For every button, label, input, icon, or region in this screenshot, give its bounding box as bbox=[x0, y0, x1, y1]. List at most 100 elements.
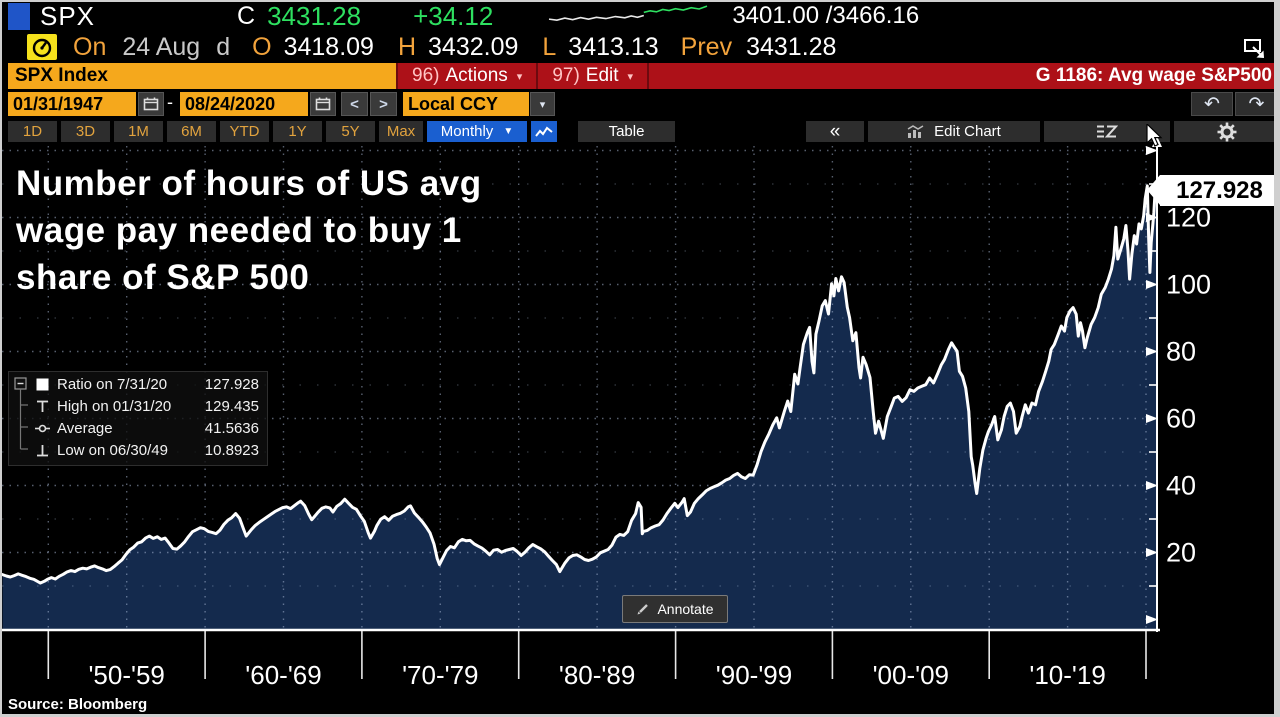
caret-down-icon: ▼ bbox=[503, 126, 514, 137]
high-label: H bbox=[397, 32, 417, 61]
y-tick-label: 40 bbox=[1166, 471, 1196, 501]
date-to-field[interactable]: 08/24/2020 bbox=[180, 92, 308, 116]
y-tick-label: 20 bbox=[1166, 538, 1196, 568]
period-ytd-button[interactable]: YTD bbox=[220, 121, 269, 142]
annotate-button[interactable]: Annotate bbox=[622, 595, 728, 623]
day-range: 3401.00 /3466.16 bbox=[732, 2, 920, 29]
currency-select[interactable]: Local CCY bbox=[403, 92, 529, 116]
chart-tools-icon bbox=[1097, 125, 1118, 138]
undo-icon: ↶ bbox=[1204, 93, 1220, 115]
open-value: 3418.09 bbox=[283, 32, 374, 61]
low-label: L bbox=[542, 32, 557, 61]
y-major-tick bbox=[1146, 280, 1158, 289]
y-tick-label: 60 bbox=[1166, 404, 1196, 434]
high-value: 3432.09 bbox=[428, 32, 519, 61]
caret-down-icon: ▾ bbox=[627, 70, 634, 83]
y-tick-label: 120 bbox=[1166, 203, 1211, 233]
undo-button[interactable]: ↶ bbox=[1191, 92, 1233, 116]
mouse-cursor bbox=[1146, 124, 1163, 147]
price-chart-plot[interactable]: 20 40 60 80 100 120 '50-'59 '60-'69 '70-'79 '80-'… bbox=[0, 134, 1280, 706]
period-1y-button[interactable]: 1Y bbox=[273, 121, 322, 142]
session-header: On 24 Aug d O 3418.09 H 3432.09 L 3413.1… bbox=[0, 32, 1280, 62]
period-5y-button[interactable]: 5Y bbox=[326, 121, 375, 142]
period-3d-button[interactable]: 3D bbox=[61, 121, 110, 142]
step-forward-button[interactable]: > bbox=[370, 92, 397, 116]
area-fill bbox=[2, 185, 1157, 630]
gauge-icon[interactable] bbox=[27, 34, 57, 60]
chevron-right-icon: > bbox=[379, 95, 388, 113]
last-price-tag: 127.928 bbox=[1147, 175, 1279, 206]
on-label: On bbox=[73, 32, 107, 61]
pencil-icon bbox=[637, 604, 649, 615]
y-major-tick bbox=[1146, 481, 1158, 490]
y-major-tick bbox=[1146, 615, 1158, 624]
y-major-tick bbox=[1146, 347, 1158, 356]
command-bar: 96) Actions ▾ 97) Edit ▾ G 1186: Avg wag… bbox=[396, 63, 1280, 89]
actions-menu-button[interactable]: 96) Actions ▾ bbox=[396, 63, 539, 89]
period-1d-button[interactable]: 1D bbox=[8, 121, 57, 142]
date-from-field[interactable]: 01/31/1947 bbox=[8, 92, 136, 116]
y-major-tick bbox=[1146, 548, 1158, 557]
security-input[interactable]: SPX Index bbox=[8, 63, 396, 89]
caret-down-icon: ▾ bbox=[516, 70, 523, 83]
period-max-button[interactable]: Max bbox=[379, 121, 423, 142]
x-tick-label: '90-'99 bbox=[716, 660, 792, 690]
average-marker-icon bbox=[33, 422, 51, 435]
x-tick-label: '80-'89 bbox=[559, 660, 635, 690]
period-6m-button[interactable]: 6M bbox=[167, 121, 216, 142]
line-chart-type-button[interactable] bbox=[531, 121, 557, 142]
legend-item-last[interactable]: Ratio on 7/31/20 127.928 bbox=[9, 373, 267, 395]
y-tick-label: 80 bbox=[1166, 337, 1196, 367]
prev-value: 3431.28 bbox=[746, 32, 837, 61]
legend-tree-lines bbox=[14, 377, 28, 450]
chart-legend[interactable]: Ratio on 7/31/20 127.928 High on 01/31/2… bbox=[8, 371, 268, 466]
security-color-swatch bbox=[8, 2, 30, 30]
chart-annotation-title: Number of hours of US avg wage pay neede… bbox=[16, 164, 482, 297]
low-marker-icon bbox=[33, 444, 51, 457]
restore-window-icon[interactable] bbox=[1242, 36, 1268, 62]
low-value: 3413.13 bbox=[568, 32, 659, 61]
double-chevron-left-icon: « bbox=[829, 120, 841, 142]
frequency-dropdown[interactable]: Monthly ▼ bbox=[427, 121, 527, 142]
line-chart-icon bbox=[535, 126, 553, 137]
intraday-sparkline bbox=[549, 5, 708, 21]
chart-tools-button[interactable] bbox=[1044, 121, 1170, 142]
quote-header: SPX C 3431.28 +34.12 3401.00 /3466.16 bbox=[0, 0, 1280, 32]
last-marker-icon bbox=[33, 378, 51, 391]
x-tick-label: '60-'69 bbox=[245, 660, 321, 690]
prev-label: Prev bbox=[680, 32, 733, 61]
legend-item-high[interactable]: High on 01/31/20 129.435 bbox=[9, 395, 267, 417]
step-back-button[interactable]: < bbox=[341, 92, 368, 116]
edit-chart-button[interactable]: Edit Chart bbox=[868, 121, 1040, 142]
close-value: 3431.28 bbox=[267, 0, 362, 31]
chart-toolbar: 1D 3D 1M 6M YTD 1Y 5Y Max Monthly ▼ Tabl… bbox=[0, 120, 1280, 143]
close-label: C bbox=[237, 1, 256, 30]
period-1m-button[interactable]: 1M bbox=[114, 121, 163, 142]
caret-down-icon: ▾ bbox=[539, 98, 546, 111]
session-date: 24 Aug bbox=[122, 32, 201, 61]
legend-item-average[interactable]: Average 41.5636 bbox=[9, 417, 267, 439]
price-line bbox=[1, 184, 1158, 585]
y-major-tick bbox=[1146, 414, 1158, 423]
y-major-tick bbox=[1146, 146, 1158, 155]
redo-icon: ↷ bbox=[1248, 93, 1265, 115]
edit-chart-icon bbox=[907, 124, 924, 138]
calendar-icon[interactable] bbox=[138, 92, 164, 116]
gear-icon bbox=[1217, 122, 1236, 141]
high-marker-icon bbox=[33, 400, 51, 413]
collapse-toolbar-button[interactable]: « bbox=[806, 121, 864, 142]
y-tick-label: 100 bbox=[1166, 270, 1211, 300]
edit-menu-button[interactable]: 97) Edit ▾ bbox=[538, 63, 650, 89]
currency-dropdown-button[interactable]: ▾ bbox=[530, 92, 555, 116]
table-button[interactable]: Table bbox=[578, 121, 675, 142]
source-attribution: Source: Bloomberg bbox=[8, 696, 148, 713]
change-value: +34.12 bbox=[413, 0, 494, 31]
x-tick-label: '70-'79 bbox=[402, 660, 478, 690]
calendar-icon[interactable] bbox=[310, 92, 336, 116]
d-label: d bbox=[216, 32, 231, 61]
redo-button[interactable]: ↷ bbox=[1235, 92, 1278, 116]
legend-item-low[interactable]: Low on 06/30/49 10.8923 bbox=[9, 439, 267, 461]
chart-id-title: G 1186: Avg wage S&P500 bbox=[1035, 65, 1272, 86]
settings-button[interactable] bbox=[1174, 121, 1279, 142]
